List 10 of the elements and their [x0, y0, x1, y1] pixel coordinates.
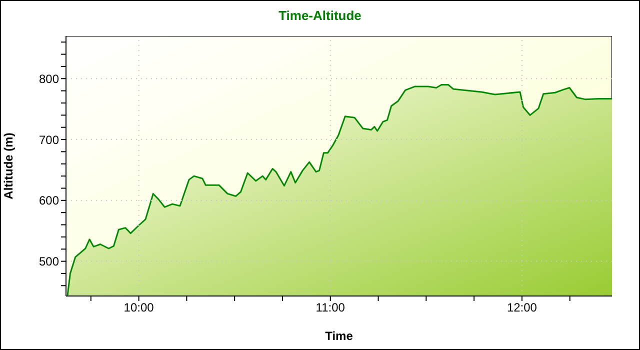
y-tick-label: 600: [38, 194, 60, 208]
x-tick-label: 12:00: [506, 300, 538, 315]
chart-title: Time-Altitude: [278, 8, 362, 23]
y-axis-title: Altitude (m): [1, 132, 16, 200]
y-tick-label: 800: [38, 72, 60, 86]
x-tick-label: 11:00: [316, 300, 346, 315]
x-axis-title: Time: [325, 329, 354, 343]
y-tick-label: 700: [38, 132, 60, 147]
x-tick-label: 10:00: [124, 300, 154, 315]
y-tick-label: 500: [38, 254, 60, 269]
